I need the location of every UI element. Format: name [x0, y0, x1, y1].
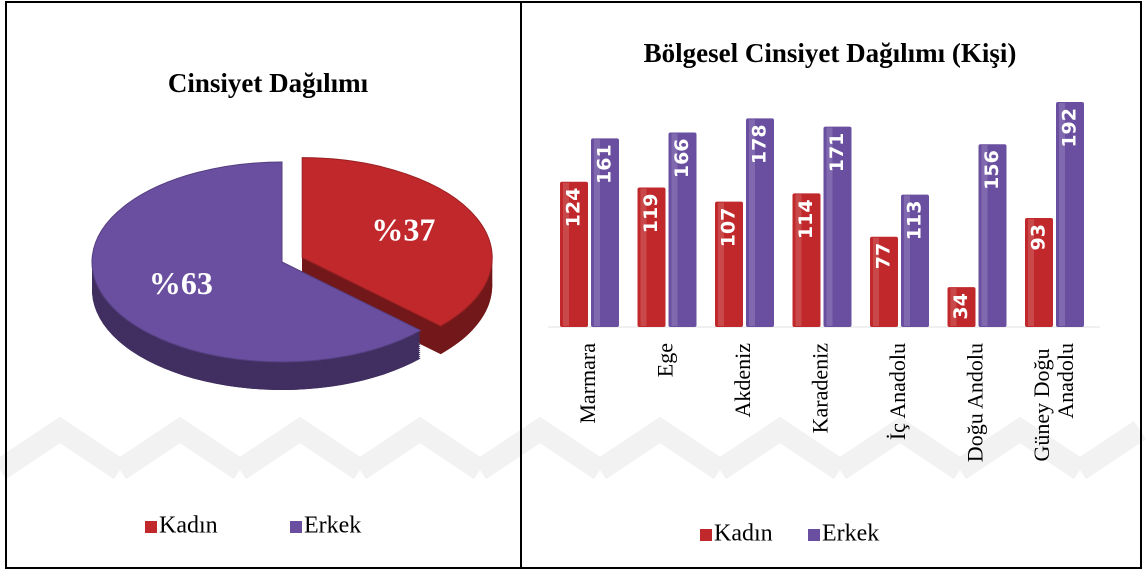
data-label: %63	[149, 265, 213, 301]
legend-swatch	[145, 521, 157, 533]
chart-title: Cinsiyet Dağılımı	[168, 68, 369, 98]
x-tick-label: Doğu Andolu	[963, 343, 988, 462]
watermark	[0, 416, 1147, 480]
bar-highlight	[904, 195, 910, 326]
x-tick-label: Ege	[653, 343, 678, 377]
legend-label: Erkek	[822, 521, 879, 547]
bar-highlight	[594, 139, 600, 326]
bar	[792, 193, 821, 327]
x-tick-label: Akdeniz	[730, 343, 755, 418]
bar	[591, 138, 619, 327]
bar-highlight	[950, 288, 957, 326]
legend-swatch	[808, 529, 820, 541]
x-tick-label-line: Güney Doğu	[1029, 343, 1054, 462]
bar-highlight	[749, 119, 755, 326]
legend-label: Erkek	[304, 513, 361, 539]
data-label: %37	[371, 211, 435, 247]
bar-highlight	[981, 145, 988, 326]
data-label: 124	[563, 188, 585, 228]
data-label: 192	[1059, 108, 1081, 148]
legend-label: Kadın	[714, 521, 773, 547]
data-label: 113	[904, 201, 926, 241]
x-tick-label: Güney Doğu Anadolu	[1029, 343, 1078, 462]
pie-slice	[91, 161, 422, 363]
bar-highlight	[671, 133, 678, 326]
bar	[901, 194, 929, 327]
x-tick-label: Karadeniz	[808, 343, 833, 434]
bar-highlight	[795, 194, 802, 326]
bar	[637, 187, 666, 327]
bar-highlight	[640, 188, 647, 326]
bar	[947, 287, 976, 327]
chart-title: Bölgesel Cinsiyet Dağılımı (Kişi)	[644, 38, 1017, 68]
data-label: 119	[640, 194, 662, 234]
bar	[1056, 102, 1084, 327]
data-label: 107	[718, 208, 740, 248]
data-label: 34	[950, 293, 972, 319]
bar	[823, 126, 852, 327]
panel-border	[520, 1, 1142, 569]
bar	[715, 201, 743, 327]
bar-highlight	[1059, 103, 1065, 326]
pie-slice	[301, 157, 493, 327]
bar-highlight	[826, 127, 833, 326]
x-tick-label: İç Anadolu	[885, 343, 910, 440]
x-tick-label-line: Anadolu	[1053, 343, 1078, 419]
data-label: 161	[594, 144, 616, 184]
x-tick-label: Marmara	[575, 343, 600, 424]
bar	[560, 181, 588, 327]
bar	[668, 132, 697, 327]
data-label: 156	[981, 150, 1003, 190]
data-label: 77	[873, 243, 895, 269]
legend-label: Kadın	[159, 513, 218, 539]
bar	[1025, 218, 1053, 327]
data-label: 166	[671, 138, 693, 178]
data-label: 178	[749, 124, 771, 164]
legend-swatch	[700, 529, 712, 541]
bar-highlight	[718, 202, 724, 326]
bar	[746, 118, 774, 327]
bar-highlight	[563, 182, 569, 326]
bar	[978, 144, 1007, 327]
legend-swatch	[290, 521, 302, 533]
bar-highlight	[873, 237, 879, 326]
data-label: 171	[826, 133, 848, 173]
data-label: 114	[795, 199, 817, 239]
data-label: 93	[1028, 224, 1050, 250]
bar-highlight	[1028, 219, 1034, 326]
bar	[870, 236, 898, 327]
